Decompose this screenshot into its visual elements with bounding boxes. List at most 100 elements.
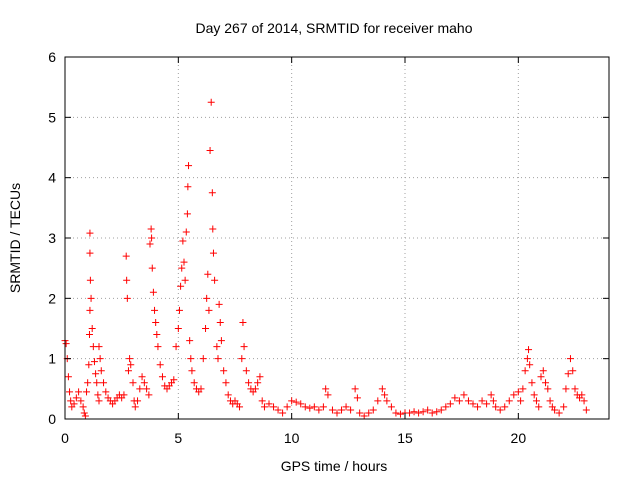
- data-point: [238, 355, 246, 363]
- data-point: [215, 300, 223, 308]
- data-point: [184, 183, 192, 191]
- data-point: [123, 294, 131, 302]
- data-point: [175, 306, 183, 314]
- data-point: [188, 367, 196, 375]
- data-point: [85, 331, 93, 339]
- data-point: [265, 400, 273, 408]
- data-point: [199, 355, 207, 363]
- data-point: [206, 147, 214, 155]
- y-tick-label: 1: [48, 351, 56, 367]
- data-point: [566, 355, 574, 363]
- data-point: [492, 403, 500, 411]
- data-point: [77, 397, 85, 405]
- x-tick-label: 20: [511, 430, 527, 446]
- data-point: [240, 343, 248, 351]
- data-point: [217, 337, 225, 345]
- data-point: [387, 403, 395, 411]
- data-point: [517, 397, 525, 405]
- data-point: [324, 391, 332, 399]
- data-point: [143, 385, 151, 393]
- data-point: [239, 318, 247, 326]
- data-point: [145, 391, 153, 399]
- data-points: [61, 98, 590, 420]
- data-point: [365, 409, 373, 417]
- data-point: [84, 379, 92, 387]
- data-point: [70, 400, 78, 408]
- data-point: [251, 385, 259, 393]
- data-point: [526, 361, 534, 369]
- data-point: [90, 358, 98, 366]
- data-point: [297, 400, 305, 408]
- data-point: [96, 355, 104, 363]
- data-point: [455, 397, 463, 405]
- data-point: [83, 388, 91, 396]
- data-point: [208, 189, 216, 197]
- data-point: [378, 385, 386, 393]
- data-point: [424, 406, 432, 414]
- data-point: [544, 385, 552, 393]
- y-tick-label: 2: [48, 290, 56, 306]
- data-point: [483, 400, 491, 408]
- data-point: [437, 406, 445, 414]
- data-point: [551, 406, 559, 414]
- data-point: [81, 412, 89, 420]
- data-point: [322, 385, 330, 393]
- data-point: [151, 306, 159, 314]
- data-point: [258, 397, 266, 405]
- y-tick-label: 3: [48, 230, 56, 246]
- data-point: [460, 391, 468, 399]
- data-point: [179, 237, 187, 245]
- data-point: [374, 397, 382, 405]
- data-point: [183, 210, 191, 218]
- data-point: [72, 394, 80, 402]
- data-point: [127, 361, 135, 369]
- data-point: [256, 373, 264, 381]
- data-point: [79, 403, 87, 411]
- data-point: [126, 355, 134, 363]
- data-point: [333, 409, 341, 417]
- data-point: [347, 406, 355, 414]
- data-point: [86, 276, 94, 284]
- data-point: [154, 343, 162, 351]
- data-point: [474, 403, 482, 411]
- data-point: [523, 355, 531, 363]
- data-point: [288, 397, 296, 405]
- data-point: [292, 398, 300, 406]
- data-point: [569, 367, 577, 375]
- data-point: [66, 388, 74, 396]
- data-point: [158, 373, 166, 381]
- data-point: [88, 325, 96, 332]
- data-point: [182, 228, 190, 236]
- data-point: [97, 367, 105, 375]
- data-point: [86, 306, 94, 314]
- data-point: [383, 397, 391, 405]
- data-point: [242, 367, 250, 375]
- data-point: [190, 379, 198, 387]
- data-point: [514, 388, 522, 396]
- data-point: [532, 397, 540, 405]
- data-point: [301, 403, 309, 411]
- data-point: [100, 379, 108, 387]
- data-point: [328, 406, 336, 414]
- data-point: [186, 337, 194, 345]
- data-point: [582, 406, 590, 414]
- data-point: [86, 229, 94, 237]
- data-point: [197, 385, 205, 393]
- y-tick-label: 0: [48, 411, 56, 427]
- grid-lines: [65, 57, 609, 419]
- data-point: [410, 408, 418, 416]
- data-point: [254, 379, 262, 387]
- data-point: [489, 397, 497, 405]
- data-point: [578, 391, 586, 399]
- data-point: [528, 379, 536, 387]
- data-point: [519, 385, 527, 393]
- data-point: [123, 276, 131, 284]
- data-point: [555, 409, 563, 417]
- x-axis-label: GPS time / hours: [281, 458, 388, 474]
- data-point: [487, 391, 495, 399]
- axis-ticks: 0 1 2 3 4 5 6 0 5 10 15 20: [48, 49, 609, 446]
- data-point: [67, 397, 75, 405]
- data-point: [356, 409, 364, 417]
- data-point: [177, 282, 185, 290]
